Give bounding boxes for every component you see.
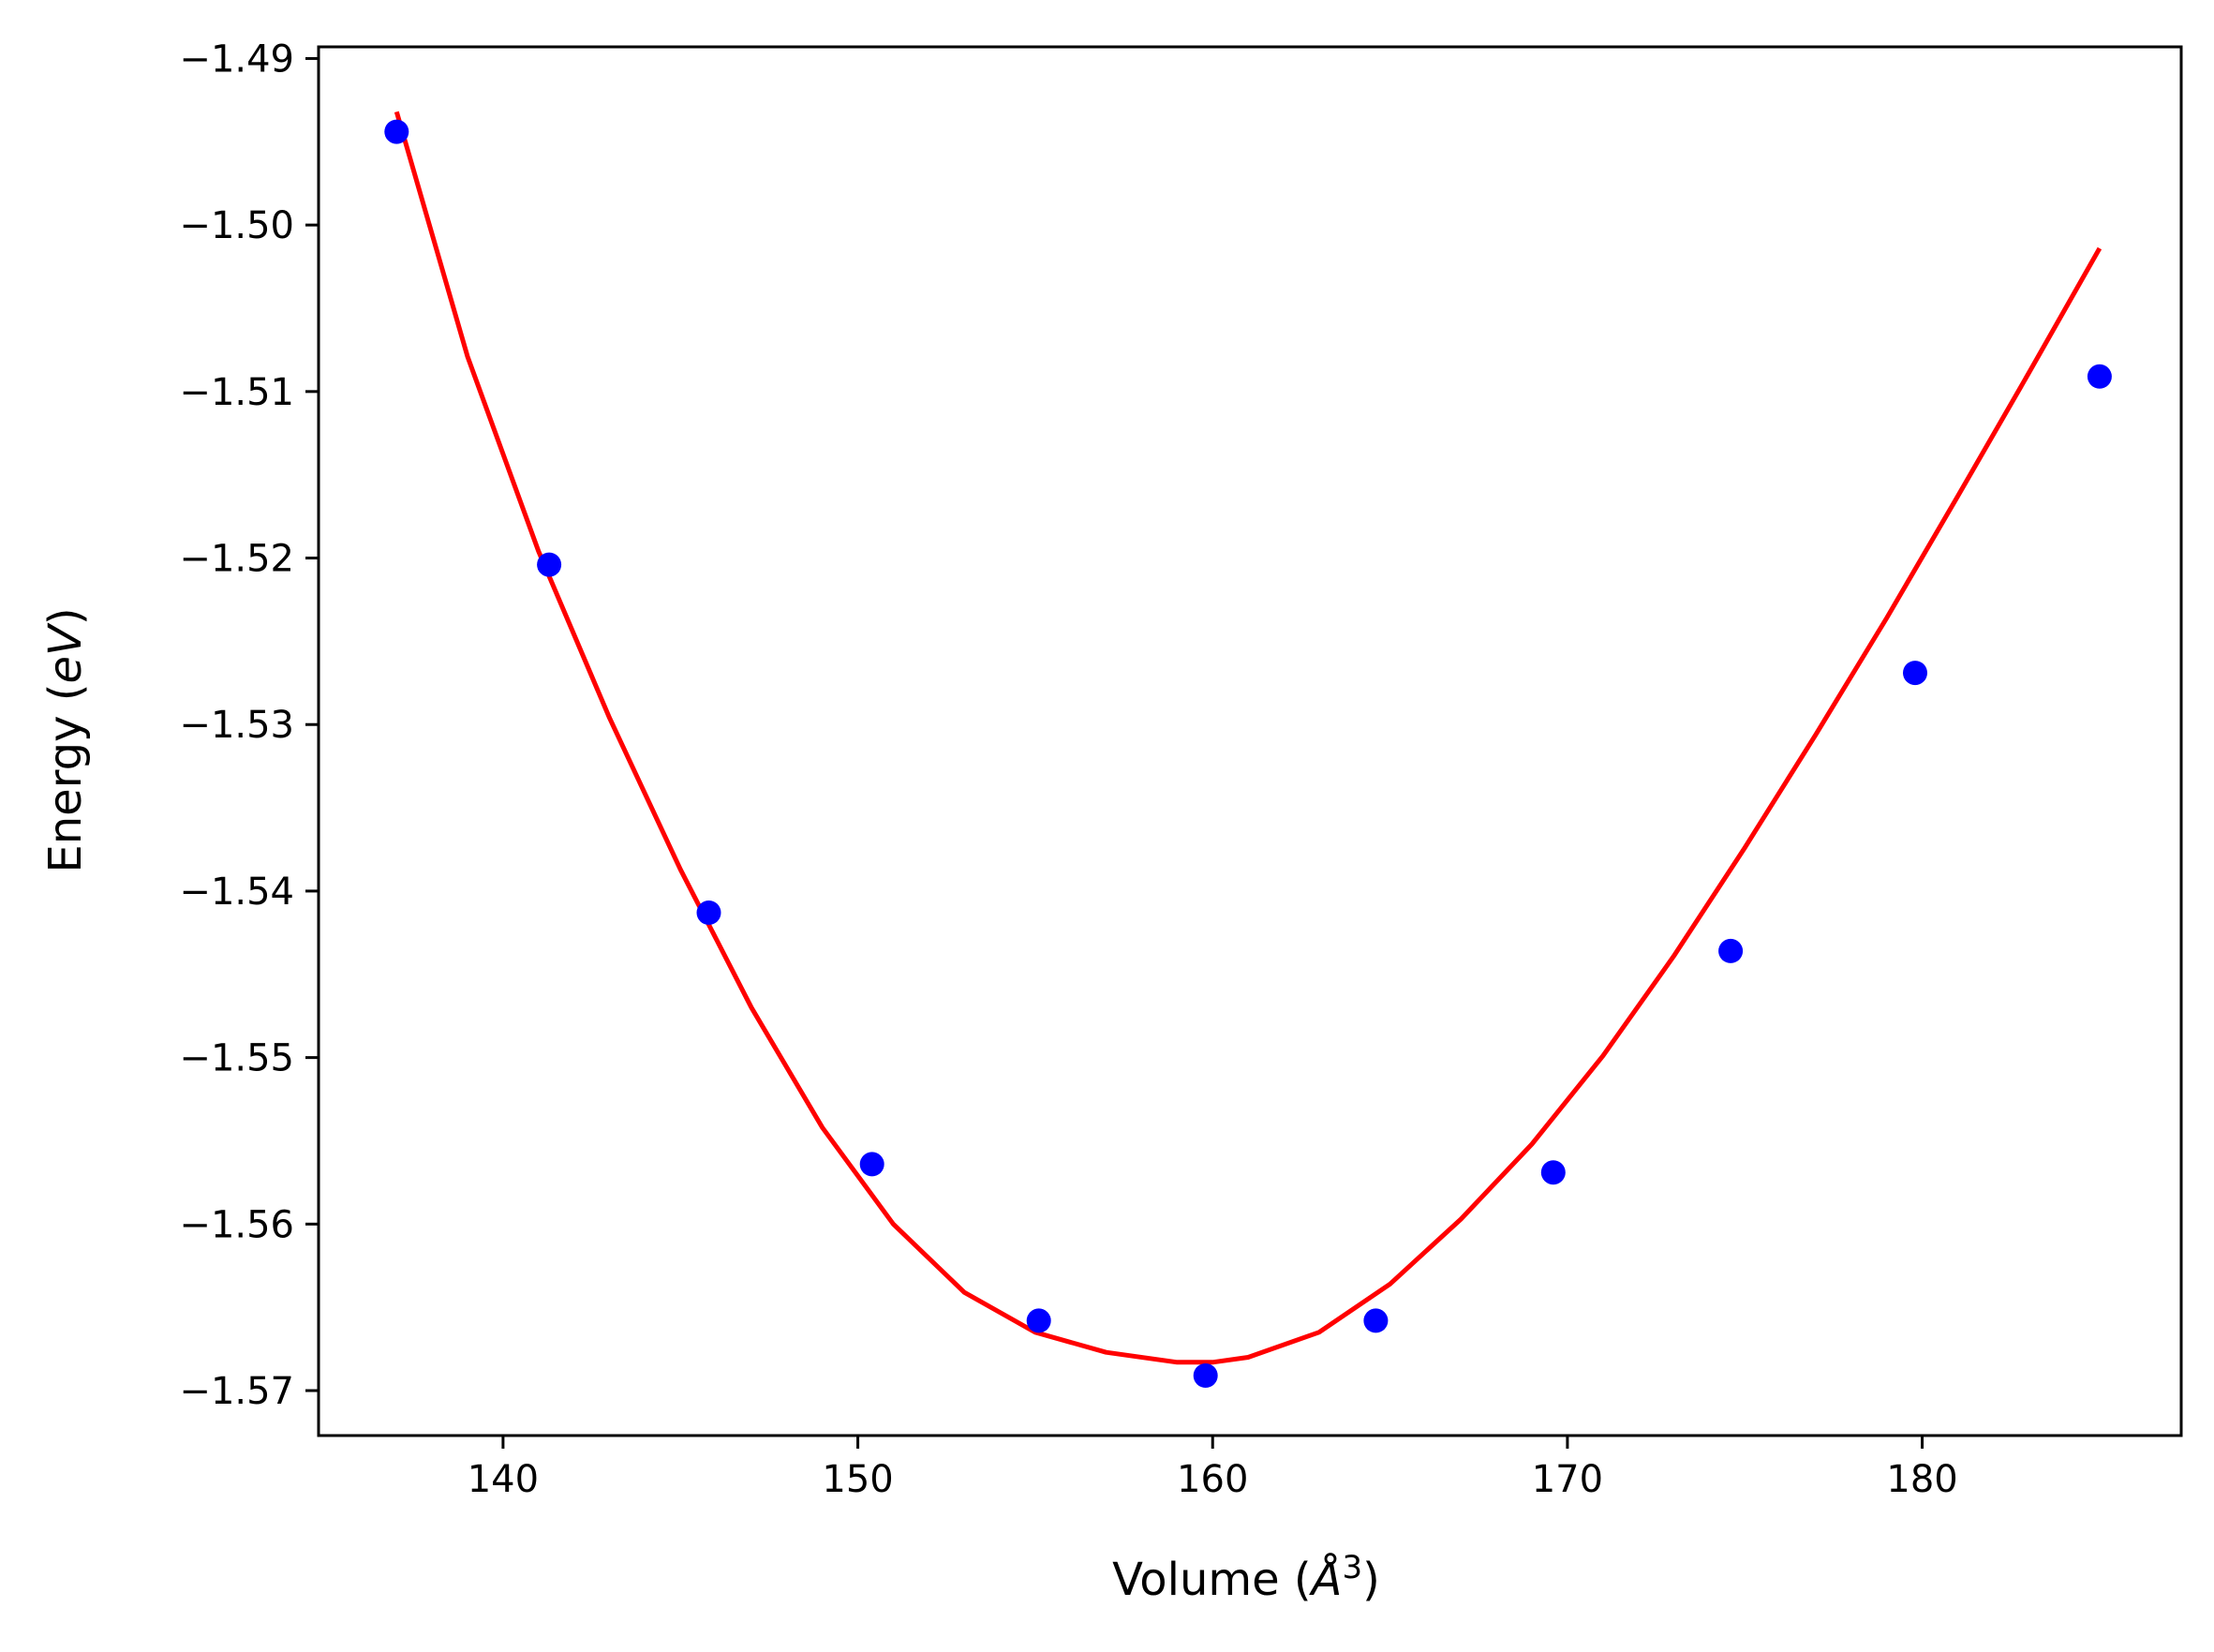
- data-point: [1026, 1308, 1051, 1333]
- axes: 140 150 160 170 180 −1.49 −1.50 −1.51 −1.52 −1.53…: [179, 37, 2183, 1501]
- data-point: [384, 119, 409, 144]
- y-tick-label: −1.49: [179, 37, 294, 81]
- x-axis-title-prefix: Volume (: [1112, 1554, 1312, 1606]
- x-tick-label: 170: [1532, 1458, 1603, 1501]
- y-tick-label: −1.56: [179, 1203, 294, 1246]
- x-tick-label: 140: [468, 1458, 539, 1501]
- x-axis-title-superscript: 3: [1342, 1549, 1362, 1586]
- y-tick-label: −1.55: [179, 1037, 294, 1080]
- y-tick-label: −1.52: [179, 538, 294, 581]
- x-axis-title: Volume (Å3): [1112, 1549, 1380, 1606]
- data-point: [1363, 1308, 1389, 1333]
- fit-curve-line: [394, 111, 2103, 1365]
- plot-area: [384, 111, 2112, 1388]
- y-axis-title-suffix: ): [39, 607, 92, 625]
- x-axis-title-unit: Å: [1309, 1553, 1343, 1606]
- y-axis-title: Energy (eV): [39, 607, 92, 872]
- data-point: [2087, 364, 2112, 389]
- data-point: [1193, 1363, 1218, 1388]
- y-tick-label: −1.57: [179, 1370, 294, 1413]
- data-point: [696, 900, 721, 925]
- x-tick-label: 180: [1886, 1458, 1957, 1501]
- x-tick-label: 150: [822, 1458, 893, 1501]
- data-point: [859, 1152, 884, 1177]
- data-point: [1903, 661, 1927, 686]
- x-tick-label: 160: [1177, 1458, 1248, 1501]
- y-tick-label: −1.54: [179, 871, 294, 914]
- x-axis-title-suffix: ): [1362, 1554, 1380, 1606]
- y-tick-label: −1.51: [179, 371, 294, 414]
- data-point: [1718, 938, 1744, 963]
- y-tick-label: −1.50: [179, 204, 294, 247]
- data-point: [1540, 1160, 1566, 1185]
- data-point: [537, 552, 562, 577]
- y-tick-label: −1.53: [179, 704, 294, 747]
- plot-frame: [317, 45, 2183, 1437]
- y-axis-title-prefix: Energy (: [39, 684, 92, 873]
- y-axis-title-unit: eV: [39, 622, 92, 684]
